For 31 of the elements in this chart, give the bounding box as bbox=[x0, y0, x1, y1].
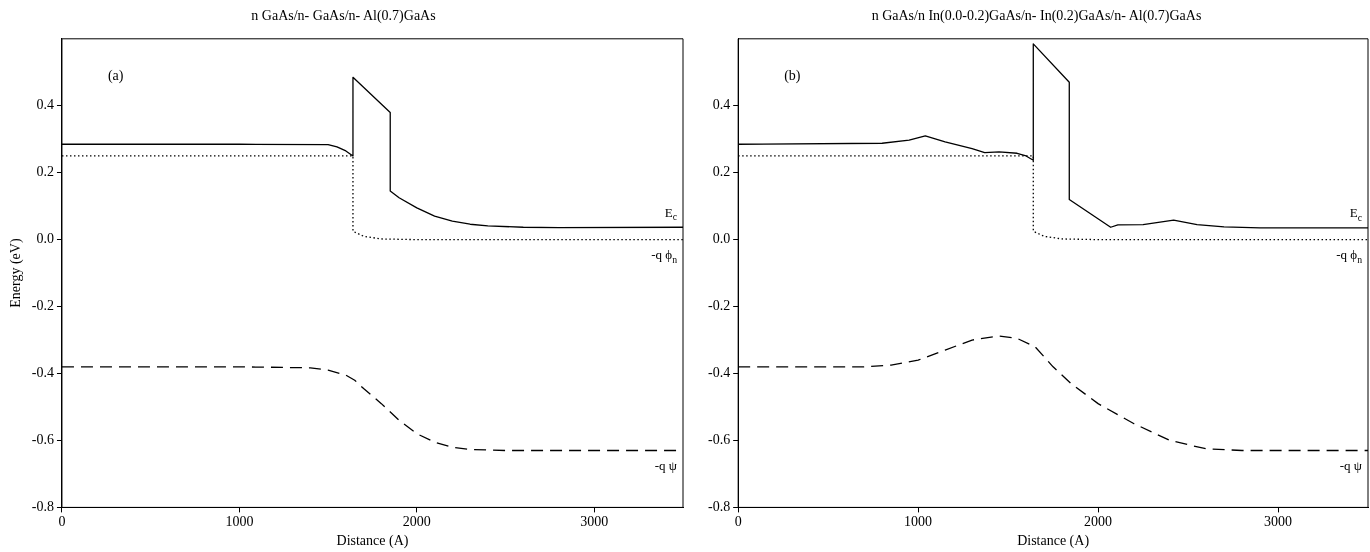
x-axis-title: Distance (A) bbox=[336, 533, 409, 550]
series-label: -q ψ bbox=[1339, 457, 1362, 473]
chart-title: n GaAs/n- GaAs/n- Al(0.7)GaAs bbox=[251, 8, 436, 25]
y-tick-label: 0.2 bbox=[36, 164, 54, 180]
y-tick-label: -0.8 bbox=[707, 499, 731, 515]
y-tick-label: 0.0 bbox=[36, 231, 54, 247]
y-tick-label: -0.8 bbox=[31, 499, 54, 515]
x-tick-label: 3000 bbox=[1264, 514, 1293, 530]
y-tick-label: 0.0 bbox=[712, 231, 731, 247]
y-tick-label: -0.6 bbox=[31, 432, 54, 448]
chart-title: n GaAs/n In(0.0-0.2)GaAs/n- In(0.2)GaAs/n- Al(0.7)GaAs bbox=[871, 8, 1202, 25]
x-tick-label: 1000 bbox=[225, 514, 254, 530]
y-axis-title: Energy (eV) bbox=[8, 238, 25, 308]
x-tick-label: 0 bbox=[734, 514, 742, 530]
series-label: -q ψ bbox=[654, 457, 677, 473]
y-tick-label: -0.2 bbox=[707, 298, 731, 314]
x-tick-label: 0 bbox=[58, 514, 66, 530]
y-tick-label: -0.2 bbox=[31, 298, 54, 314]
y-tick-label: 0.4 bbox=[36, 97, 54, 113]
y-tick-label: 0.2 bbox=[712, 164, 731, 180]
x-tick-label: 3000 bbox=[580, 514, 609, 530]
y-tick-label: -0.4 bbox=[31, 365, 54, 381]
y-tick-label: 0.4 bbox=[712, 97, 731, 113]
y-tick-label: -0.4 bbox=[707, 365, 731, 381]
annotation: (a) bbox=[107, 68, 124, 85]
x-tick-label: 2000 bbox=[402, 514, 431, 530]
x-tick-label: 1000 bbox=[904, 514, 933, 530]
annotation: (b) bbox=[784, 68, 801, 85]
x-tick-label: 2000 bbox=[1084, 514, 1113, 530]
x-axis-title: Distance (A) bbox=[1017, 533, 1090, 550]
y-tick-label: -0.6 bbox=[707, 432, 731, 448]
